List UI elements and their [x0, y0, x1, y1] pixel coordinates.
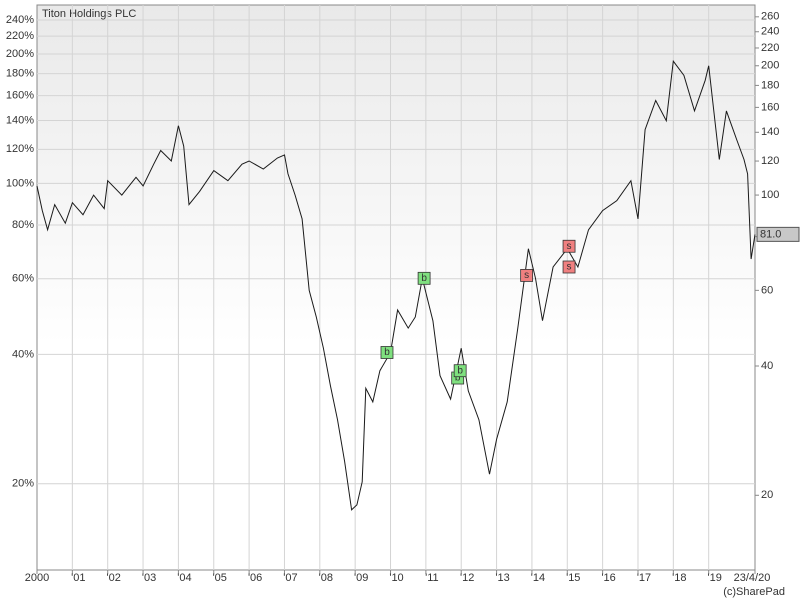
y2-tick-label: 260	[761, 11, 779, 23]
x-tick-label: '12	[460, 572, 474, 584]
y-tick-label: 120%	[6, 143, 34, 155]
y-tick-label: 180%	[6, 68, 34, 80]
x-tick-label: '11	[425, 572, 439, 584]
y2-tick-label: 180	[761, 79, 779, 91]
x-tick-label: '18	[672, 572, 686, 584]
credit: (c)SharePad	[723, 586, 785, 598]
trade-label: b	[421, 273, 427, 284]
y2-tick-label: 60	[761, 284, 773, 296]
x-tick-label: '14	[531, 572, 545, 584]
y2-tick-label: 120	[761, 155, 779, 167]
x-tick-label: '07	[283, 572, 297, 584]
x-tick-label: '04	[177, 572, 191, 584]
x-tick-label: '13	[495, 572, 509, 584]
y-tick-label: 160%	[6, 90, 34, 102]
plot-area	[36, 4, 756, 571]
y2-tick-label: 140	[761, 126, 779, 138]
x-tick-label: 23/4/20	[734, 572, 771, 584]
trade-marker	[380, 346, 394, 359]
x-tick-label: '15	[566, 572, 580, 584]
y2-tick-label: 40	[761, 360, 773, 372]
x-tick-label: 2000	[25, 572, 49, 584]
y-tick-label: 240%	[6, 14, 34, 26]
y2-tick-label: 160	[761, 101, 779, 113]
y2-tick-label: 200	[761, 60, 779, 72]
y-tick-label: 220%	[6, 30, 34, 42]
x-tick-label: '03	[142, 572, 156, 584]
x-tick-label: '01	[71, 572, 85, 584]
trade-marker	[562, 239, 576, 253]
chart-title: Titon Holdings PLC	[42, 8, 136, 20]
x-tick-label: '06	[248, 572, 262, 584]
trade-marker	[453, 364, 467, 378]
trade-label: b	[384, 347, 390, 358]
y2-tick-label: 220	[761, 42, 779, 54]
trade-label: s	[567, 262, 572, 273]
y2-tick-label: 20	[761, 489, 773, 501]
trade-label: b	[455, 373, 461, 384]
y-tick-label: 200%	[6, 48, 34, 60]
x-tick-label: '19	[708, 572, 722, 584]
price-line	[36, 59, 756, 511]
x-tick-label: '16	[601, 572, 615, 584]
last-price-label: 81.0	[760, 228, 781, 240]
y2-tick-label: 240	[761, 26, 779, 38]
trade-label: b	[457, 365, 463, 376]
trade-label: s	[524, 270, 529, 281]
y2-tick-label: 100	[761, 189, 779, 201]
x-tick-label: '02	[107, 572, 121, 584]
x-tick-label: '05	[213, 572, 227, 584]
y-tick-label: 60%	[12, 273, 34, 285]
trade-marker	[562, 260, 576, 274]
y-tick-label: 40%	[12, 348, 34, 360]
x-tick-label: '08	[319, 572, 333, 584]
trade-marker	[520, 269, 534, 282]
trade-marker	[417, 271, 431, 285]
y-tick-label: 100%	[6, 177, 34, 189]
x-tick-label: '10	[389, 572, 403, 584]
x-tick-label: '09	[354, 572, 368, 584]
y-tick-label: 20%	[12, 478, 34, 490]
trade-label: s	[567, 241, 572, 252]
x-tick-label: '17	[637, 572, 651, 584]
last-price-box	[756, 226, 800, 242]
y-tick-label: 80%	[12, 219, 34, 231]
y-tick-label: 140%	[6, 114, 34, 126]
